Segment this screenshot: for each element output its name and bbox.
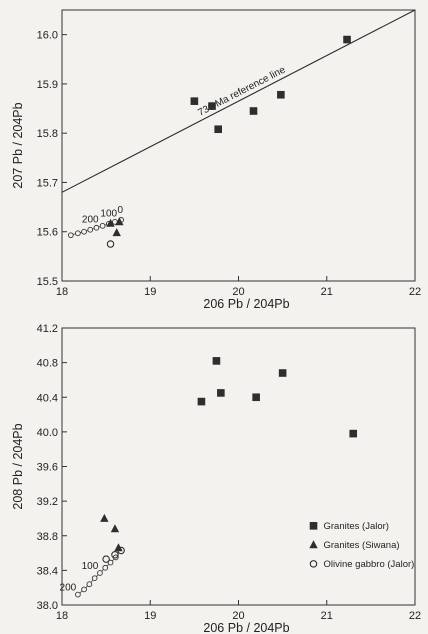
reference-line xyxy=(61,9,416,193)
data-point-square xyxy=(252,393,260,402)
y-tick-label: 39.2 xyxy=(37,496,58,508)
data-point-square xyxy=(214,125,223,134)
legend-marker-square xyxy=(309,522,318,530)
growth-curve-point xyxy=(91,575,98,582)
growth-curve-point xyxy=(75,230,81,237)
data-point-square xyxy=(208,102,216,110)
y-tick-label: 39.6 xyxy=(37,462,58,474)
x-tick-label: 22 xyxy=(409,286,421,298)
growth-curve-point xyxy=(102,564,109,571)
y-tick-label: 16.0 xyxy=(37,30,58,42)
y-tick-label: 38.4 xyxy=(37,565,58,577)
y-tick-label: 38.0 xyxy=(37,600,58,612)
data-point-circle xyxy=(111,551,119,559)
data-point-square xyxy=(197,397,206,406)
x-tick-label: 20 xyxy=(232,610,244,622)
growth-curve-point xyxy=(67,232,74,239)
growth-curve-label: 200 xyxy=(60,583,77,594)
data-point-square xyxy=(249,107,258,115)
x-tick-label: 19 xyxy=(144,610,156,622)
data-point-triangle xyxy=(106,218,115,227)
growth-curve-point xyxy=(107,559,114,566)
chart-panel-bottom: 18 19 20 21 22 38.0 38.4 38.8 39.2 39.6 40.0 40.4 40… xyxy=(11,323,421,634)
x-tick-label: 18 xyxy=(56,286,68,298)
x-tick-label: 20 xyxy=(232,286,244,298)
plot-frame xyxy=(61,9,416,282)
y-tick-label: 41.2 xyxy=(37,323,58,335)
y-tick-label: 40.0 xyxy=(37,427,58,439)
data-point-circle xyxy=(117,546,125,555)
growth-curve-label: 200 xyxy=(82,214,99,225)
data-point-square xyxy=(190,97,199,105)
data-point-square xyxy=(278,369,287,377)
y-tick-label: 38.8 xyxy=(37,531,58,543)
data-point-triangle xyxy=(114,543,123,552)
growth-curve-point xyxy=(93,224,100,231)
data-point-triangle xyxy=(112,228,121,237)
legend-label: Granites (Jalor) xyxy=(324,521,389,532)
y-tick-label: 15.7 xyxy=(37,177,58,189)
growth-curve-point xyxy=(87,226,94,233)
data-point-triangle xyxy=(110,524,120,533)
data-point-square xyxy=(212,357,221,365)
x-axis-label: 206 Pb / 204Pb xyxy=(203,621,289,634)
data-point-triangle xyxy=(100,513,109,522)
growth-curve-label: 0 xyxy=(117,205,123,216)
data-point-square xyxy=(217,389,225,397)
growth-curve-point xyxy=(99,222,106,229)
y-tick-label: 40.4 xyxy=(37,392,58,404)
legend-marker-circle xyxy=(309,560,318,568)
growth-curve-label: 100 xyxy=(100,209,117,220)
legend-marker-triangle xyxy=(309,540,318,549)
y-tick-label: 15.8 xyxy=(37,128,58,140)
data-point-circle xyxy=(102,555,110,563)
y-axis-label: 208 Pb / 204Pb xyxy=(11,423,25,509)
legend-label: Granites (Siwana) xyxy=(324,540,400,551)
data-point-square xyxy=(349,429,358,438)
x-tick-label: 22 xyxy=(409,610,421,622)
data-point-triangle xyxy=(115,217,124,226)
reference-line-label: 736 Ma reference line xyxy=(196,64,287,118)
data-point-circle xyxy=(106,240,115,248)
growth-curve-label: 100 xyxy=(82,561,99,572)
y-tick-label: 15.6 xyxy=(37,227,58,239)
x-axis-label: 206 Pb / 204Pb xyxy=(203,297,289,311)
x-tick-label: 21 xyxy=(321,286,333,298)
growth-curve-point xyxy=(97,570,103,576)
data-point-square xyxy=(277,90,285,99)
data-point-square xyxy=(343,35,351,44)
growth-curve-point xyxy=(81,586,87,593)
legend-label: Olivine gabbro (Jalor) xyxy=(324,559,415,570)
x-tick-label: 18 xyxy=(56,610,68,622)
y-tick-label: 15.9 xyxy=(37,79,58,91)
x-tick-label: 19 xyxy=(144,286,156,298)
growth-curve-point xyxy=(81,228,87,235)
chart-panel-top: 18 19 20 21 22 15.5 15.6 15.7 15.8 15.9 16.0 206 Pb… xyxy=(11,9,421,311)
x-tick-label: 21 xyxy=(321,610,333,622)
y-tick-label: 15.5 xyxy=(37,276,58,288)
y-axis-label: 207 Pb / 204Pb xyxy=(11,102,25,188)
y-tick-label: 40.8 xyxy=(37,358,58,370)
growth-curve-point xyxy=(86,581,93,588)
growth-curve-point xyxy=(75,591,81,598)
